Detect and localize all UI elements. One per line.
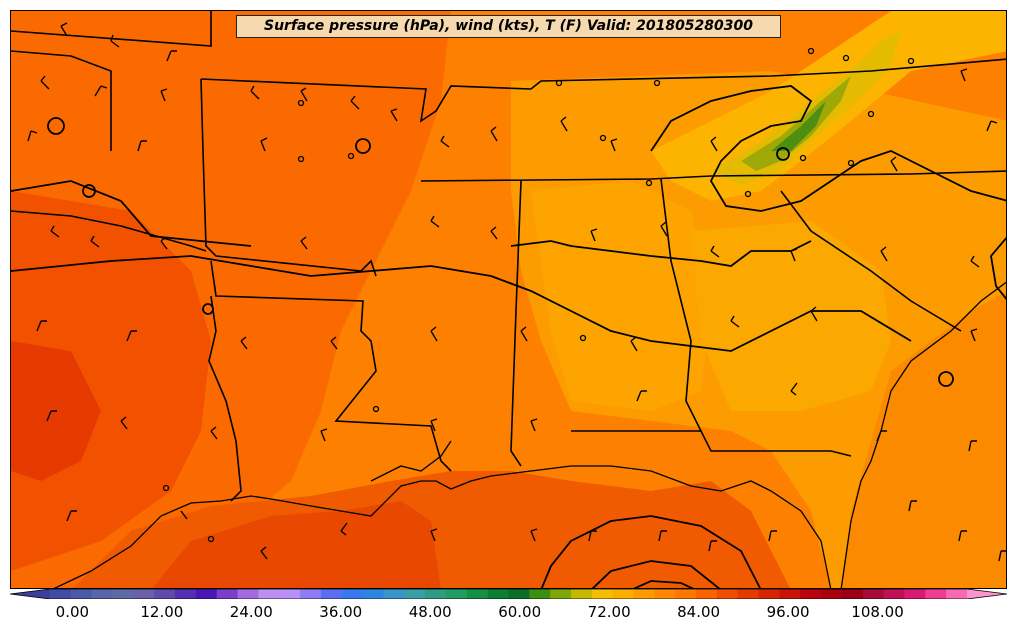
colorbar-segment [779, 589, 801, 599]
colorbar-segment [904, 589, 926, 599]
temperature-field-gulf-warm [152, 501, 441, 588]
colorbar-segment [50, 589, 72, 599]
colorbar-segment [508, 589, 530, 599]
colorbar-tick-label: 24.00 [229, 603, 273, 621]
temperature-field-mountains-coldest [771, 101, 826, 151]
colorbar-tick-label: 72.00 [587, 603, 631, 621]
colorbar-segment [550, 589, 572, 599]
colorbar-segment [362, 589, 385, 599]
wind-barbs [27, 22, 1006, 562]
colorbar-segment [383, 589, 405, 599]
colorbar-extend-high [967, 589, 1007, 599]
colorbar-segment [925, 589, 947, 599]
colorbar-segment [112, 589, 134, 599]
temperature-field-mountains-cool [741, 76, 851, 171]
isobars [11, 85, 1006, 588]
colorbar-segment [529, 589, 551, 599]
colorbar-segment [341, 589, 364, 599]
colorbar-segment [487, 589, 510, 599]
station-markers [162, 47, 915, 543]
colorbar-tick-label: 36.00 [319, 603, 363, 621]
colorbar-extend-low [10, 589, 50, 599]
temperature-field-mountains [711, 31, 901, 186]
colorbar-segment [800, 589, 822, 599]
colorbar-segment [154, 589, 176, 599]
state-boundaries [11, 11, 1006, 502]
colorbar-segment [696, 589, 718, 599]
colorbar-tick-label: 0.00 [55, 603, 90, 621]
colorbar-segment [237, 589, 260, 599]
temperature-field-florida [841, 292, 1006, 588]
colorbar-tick-label: 12.00 [140, 603, 184, 621]
colorbar-segment [612, 589, 635, 599]
colorbar-segment [320, 589, 343, 599]
colorbar-segment [258, 589, 280, 599]
colorbar-segment [821, 589, 843, 599]
colorbar-segment [404, 589, 426, 599]
colorbar-segment [571, 589, 593, 599]
colorbar [10, 589, 1007, 599]
colorbar-segment [841, 589, 864, 599]
temperature-field-alabama [531, 181, 711, 411]
temperature-field-texas [11, 191, 211, 571]
colorbar-segment [737, 589, 760, 599]
colorbar-segment [654, 589, 676, 599]
colorbar-segment [466, 589, 489, 599]
colorbar-segment [591, 589, 614, 599]
colorbar-segment [216, 589, 239, 599]
colorbar-segment [946, 589, 968, 599]
map-title: Surface pressure (hPa), wind (kts), T (F… [236, 15, 781, 38]
colorbar-segment [758, 589, 781, 599]
colorbar-segment [175, 589, 197, 599]
colorbar-segment [445, 589, 468, 599]
colorbar-segment [425, 589, 447, 599]
colorbar-segment [300, 589, 322, 599]
colorbar-segment [675, 589, 697, 599]
colorbar-tick-label: 60.00 [498, 603, 542, 621]
colorbar-tick-label: 48.00 [408, 603, 452, 621]
map-canvas [11, 11, 1006, 588]
colorbar-segment [279, 589, 301, 599]
colorbar-segment [862, 589, 885, 599]
colorbar-segment [633, 589, 655, 599]
colorbar-segment [70, 589, 93, 599]
colorbar-segment [716, 589, 739, 599]
colorbar-segment [133, 589, 155, 599]
colorbar-segment [91, 589, 114, 599]
colorbar-segment [195, 589, 218, 599]
colorbar-tick-label: 96.00 [766, 603, 810, 621]
colorbar-tick-label: 84.00 [677, 603, 721, 621]
colorbar-tick-label: 108.00 [851, 603, 904, 621]
coastlines [53, 281, 1006, 588]
weather-map [10, 10, 1007, 589]
temperature-field-georgia [691, 221, 891, 411]
colorbar-segment [883, 589, 906, 599]
